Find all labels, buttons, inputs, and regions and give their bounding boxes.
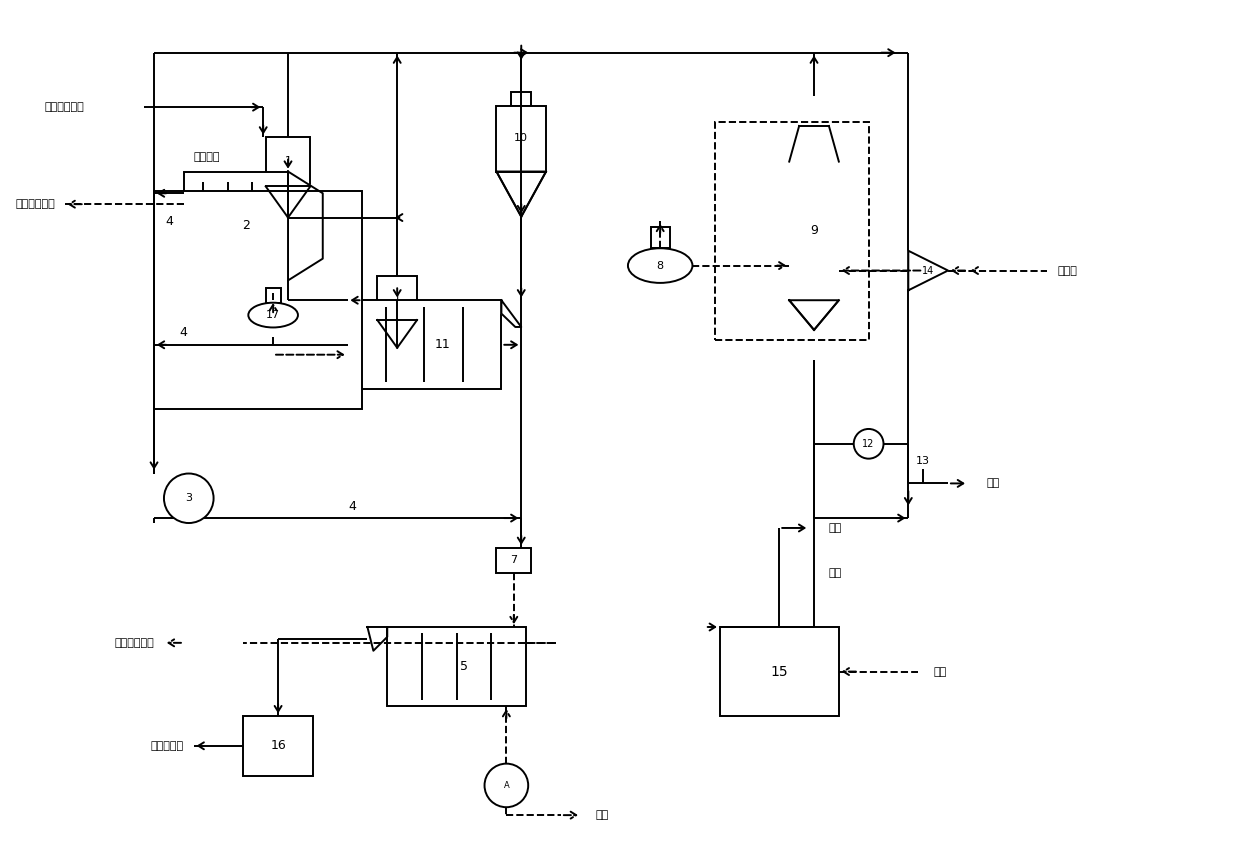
- Text: 5: 5: [460, 661, 467, 673]
- Text: 空气: 空气: [934, 666, 946, 677]
- Bar: [714, 122, 868, 340]
- Circle shape: [164, 474, 213, 523]
- Polygon shape: [265, 187, 310, 217]
- Bar: [511, 92, 531, 106]
- Polygon shape: [501, 301, 521, 327]
- Text: 10: 10: [515, 133, 528, 143]
- Text: 废气: 废气: [828, 523, 842, 533]
- Text: 11: 11: [435, 338, 451, 351]
- Polygon shape: [496, 171, 546, 216]
- Circle shape: [485, 763, 528, 807]
- Bar: [347, 301, 501, 390]
- Polygon shape: [377, 320, 417, 348]
- Text: 4: 4: [180, 326, 187, 340]
- Text: 4: 4: [165, 215, 172, 228]
- Text: 16: 16: [270, 739, 286, 752]
- Text: 1: 1: [284, 156, 291, 166]
- Text: 高温还原焙砂: 高温还原焙砂: [45, 102, 84, 112]
- Text: 8: 8: [657, 261, 663, 271]
- Text: 9: 9: [810, 224, 818, 238]
- Bar: [265, 288, 280, 303]
- Text: 除盐水: 除盐水: [1058, 266, 1078, 276]
- Circle shape: [853, 429, 884, 458]
- Text: 1: 1: [393, 293, 401, 303]
- Text: 13: 13: [916, 456, 930, 465]
- Text: 去选别作业: 去选别作业: [151, 741, 184, 751]
- Polygon shape: [288, 171, 322, 280]
- Text: 17: 17: [267, 310, 280, 320]
- Text: 气气: 气气: [828, 567, 842, 577]
- Text: 空气: 空气: [595, 810, 609, 820]
- Polygon shape: [789, 126, 838, 161]
- Text: 14: 14: [923, 266, 934, 276]
- Text: 排空: 排空: [986, 479, 999, 488]
- Text: 12: 12: [863, 439, 874, 449]
- Polygon shape: [789, 301, 838, 330]
- Text: 2: 2: [242, 220, 250, 233]
- Ellipse shape: [627, 248, 692, 283]
- Text: 去焙烧炉助燃: 去焙烧炉助燃: [114, 638, 154, 648]
- Bar: [243, 716, 312, 775]
- Text: 4: 4: [348, 500, 356, 513]
- Bar: [789, 161, 838, 301]
- Bar: [154, 191, 362, 409]
- Bar: [496, 106, 546, 171]
- Text: 3: 3: [185, 493, 192, 503]
- Bar: [387, 627, 526, 706]
- Polygon shape: [909, 250, 949, 290]
- Bar: [651, 228, 670, 248]
- Text: 7: 7: [510, 555, 517, 565]
- Bar: [377, 277, 417, 320]
- Text: A: A: [503, 781, 510, 790]
- Bar: [496, 548, 531, 572]
- Text: 15: 15: [770, 665, 789, 678]
- Bar: [184, 171, 288, 280]
- Text: 过热蒸汽: 过热蒸汽: [193, 152, 221, 161]
- Polygon shape: [367, 627, 387, 650]
- Bar: [719, 627, 838, 716]
- Bar: [265, 138, 310, 187]
- Text: 去蒸汽轮机组: 去蒸汽轮机组: [15, 200, 55, 209]
- Ellipse shape: [248, 303, 298, 328]
